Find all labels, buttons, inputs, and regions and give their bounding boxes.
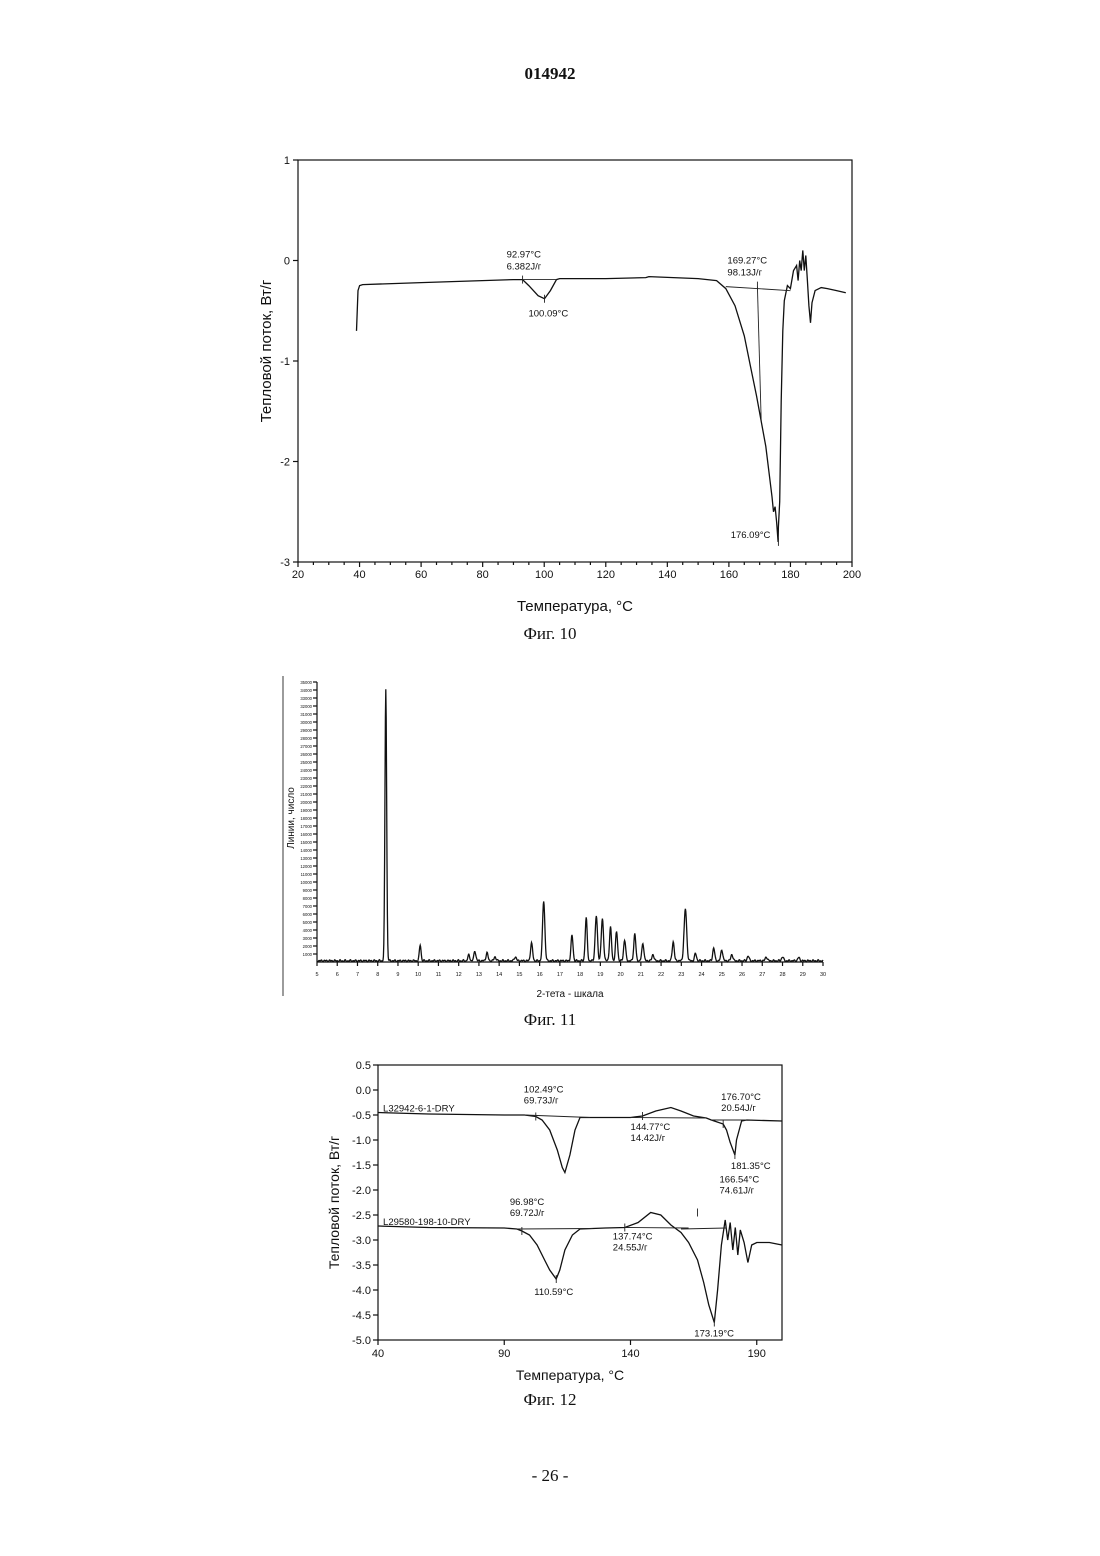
y-tick-label: -4.0	[352, 1285, 371, 1297]
x-axis-title: Температура, °C	[516, 1367, 624, 1383]
peak-annotation: 137.74°C	[613, 1232, 653, 1243]
peak-annotation: 96.98°C	[510, 1197, 545, 1208]
page-footer: - 26 -	[0, 1466, 1100, 1486]
series-label: L32942-6-1-DRY	[383, 1104, 455, 1115]
figure-caption-12: Фиг. 12	[0, 1390, 1100, 1410]
y-tick-label: -5.0	[352, 1335, 371, 1347]
peak-annotation: 14.42J/г	[631, 1133, 666, 1144]
peak-annotation: 110.59°C	[534, 1287, 573, 1298]
y-tick-label: -3.0	[352, 1235, 371, 1247]
peak-annotation: 74.61J/г	[720, 1186, 755, 1197]
peak-annotation: 24.55J/г	[613, 1243, 648, 1254]
peak-annotation: 102.49°C	[524, 1085, 564, 1096]
peak-annotation: 176.70°C	[721, 1092, 761, 1103]
peak-annotation: 181.35°C	[731, 1161, 771, 1172]
peak-baseline	[517, 1229, 593, 1230]
y-tick-label: -1.5	[352, 1160, 371, 1172]
peak-annotation: 69.73J/г	[524, 1096, 559, 1107]
y-tick-label: -2.5	[352, 1210, 371, 1222]
y-tick-label: -2.0	[352, 1185, 371, 1197]
peak-baseline	[631, 1118, 707, 1119]
peak-annotation: 173.19°C	[694, 1329, 734, 1340]
peak-annotation: 69.72J/г	[510, 1208, 545, 1219]
peak-annotation: 20.54J/г	[721, 1103, 756, 1114]
y-tick-label: 0.0	[356, 1085, 371, 1097]
peak-baseline	[625, 1228, 689, 1229]
x-tick-label: 90	[498, 1348, 510, 1360]
y-tick-label: 0.5	[356, 1060, 371, 1072]
y-axis-title: Тепловой поток, Вт/г	[326, 1136, 342, 1269]
series-label: L29580-198-10-DRY	[383, 1217, 471, 1228]
y-tick-label: -4.5	[352, 1310, 371, 1322]
y-tick-label: -1.0	[352, 1135, 371, 1147]
y-tick-label: -0.5	[352, 1110, 371, 1122]
peak-annotation: 144.77°C	[631, 1122, 671, 1133]
peak-annotation: 166.54°C	[720, 1175, 760, 1186]
y-tick-label: -3.5	[352, 1260, 371, 1272]
x-tick-label: 40	[372, 1348, 384, 1360]
x-tick-label: 140	[621, 1348, 639, 1360]
x-tick-label: 190	[748, 1348, 766, 1360]
